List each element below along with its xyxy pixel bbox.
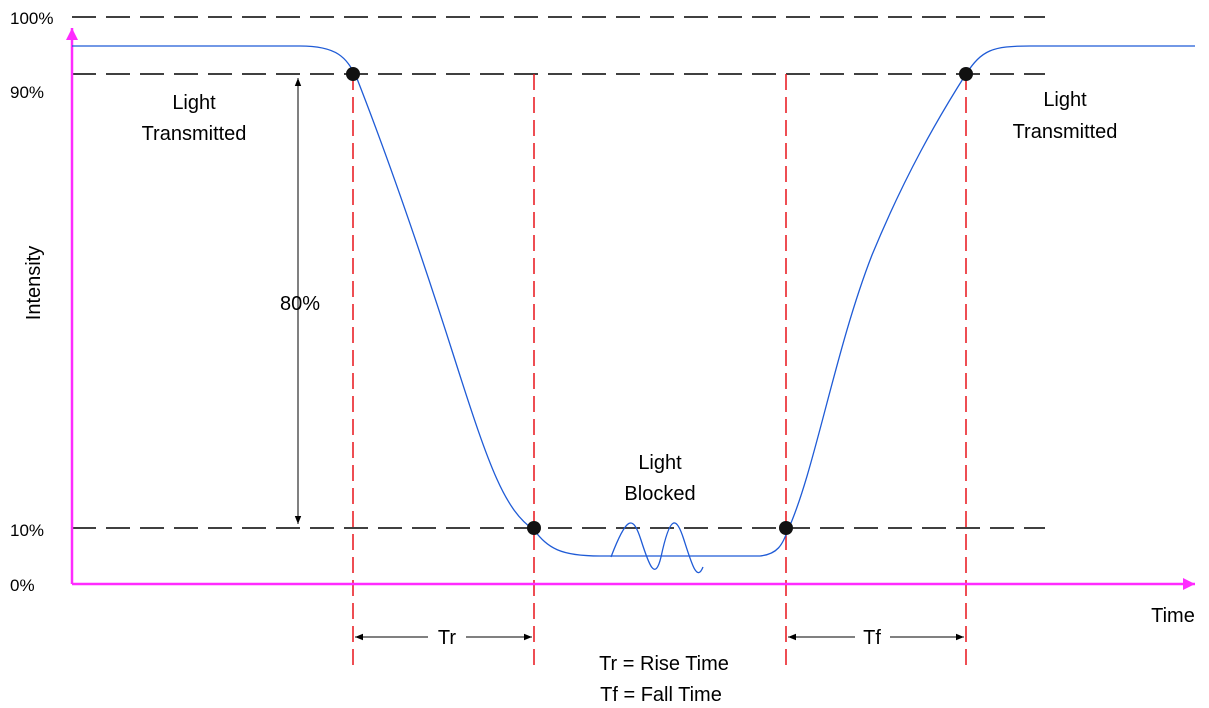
span-label: 80% (280, 293, 320, 315)
point-rise-90 (959, 67, 973, 81)
tf-label: Tf (863, 627, 881, 649)
intensity-curve (72, 45, 1195, 557)
left-state-label-line2: Transmitted (142, 123, 247, 145)
point-rise-10 (779, 521, 793, 535)
tr-label: Tr (438, 627, 456, 649)
y-tick-90: 90% (10, 83, 44, 102)
right-state-label-line2: Transmitted (1013, 121, 1118, 143)
point-fall-10 (527, 521, 541, 535)
legend-rise-time: Tr = Rise Time (599, 653, 729, 675)
middle-state-label-line1: Light (638, 452, 682, 474)
point-fall-90 (346, 67, 360, 81)
y-tick-0: 0% (10, 576, 35, 595)
y-axis-title: Intensity (23, 246, 45, 320)
x-axis-title: Time (1151, 605, 1195, 627)
middle-state-label-line2: Blocked (624, 483, 695, 505)
legend-fall-time: Tf = Fall Time (600, 684, 722, 706)
y-tick-10: 10% (10, 521, 44, 540)
left-state-label-line1: Light (172, 92, 216, 114)
y-tick-100: 100% (10, 9, 53, 28)
break-symbol (610, 522, 704, 574)
right-state-label-line1: Light (1043, 89, 1087, 111)
